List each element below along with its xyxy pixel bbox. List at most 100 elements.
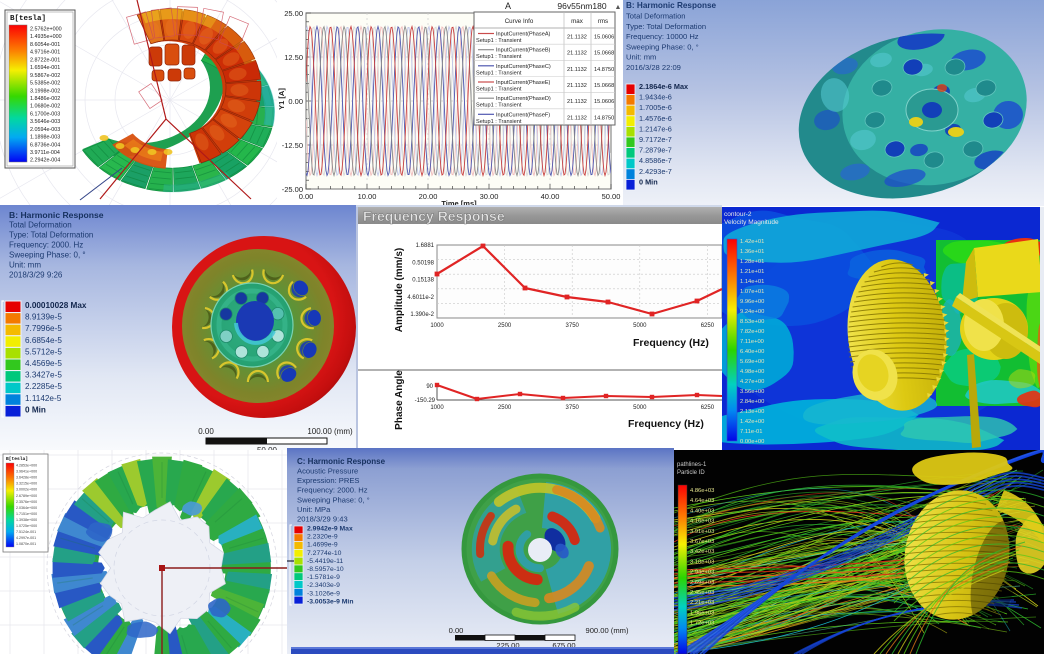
svg-text:5000: 5000 xyxy=(633,323,647,329)
svg-text:15.0606: 15.0606 xyxy=(594,35,614,41)
svg-text:Sweeping Phase: 0, °: Sweeping Phase: 0, ° xyxy=(297,495,370,504)
svg-text:3750: 3750 xyxy=(566,405,580,411)
svg-text:-25.00: -25.00 xyxy=(282,185,303,194)
svg-text:96v55nm180: 96v55nm180 xyxy=(557,1,606,11)
svg-text:0.00e+00: 0.00e+00 xyxy=(740,439,764,445)
svg-text:3.42e+03: 3.42e+03 xyxy=(690,549,714,555)
svg-text:Setup1 : Transient: Setup1 : Transient xyxy=(476,119,522,125)
svg-text:2.1864e-6 Max: 2.1864e-6 Max xyxy=(639,82,688,91)
svg-text:4.4569e-5: 4.4569e-5 xyxy=(25,359,62,368)
svg-text:6.40e+00: 6.40e+00 xyxy=(740,349,764,355)
svg-text:1.42e+00: 1.42e+00 xyxy=(740,419,764,425)
svg-text:Particle ID: Particle ID xyxy=(677,470,705,476)
svg-text:InputCurrent(PhaseC): InputCurrent(PhaseC) xyxy=(496,64,551,70)
svg-text:B[tesla]: B[tesla] xyxy=(6,456,28,462)
svg-text:7.7996e-5: 7.7996e-5 xyxy=(25,324,62,333)
svg-text:25.00: 25.00 xyxy=(284,9,303,18)
svg-text:6250: 6250 xyxy=(701,405,715,411)
svg-text:2.2320e-9: 2.2320e-9 xyxy=(307,534,338,541)
svg-text:1.7005e-6: 1.7005e-6 xyxy=(639,103,672,112)
svg-text:1.36e+01: 1.36e+01 xyxy=(740,249,764,255)
svg-text:4.8586e-7: 4.8586e-7 xyxy=(639,156,672,165)
svg-text:3.56e+00: 3.56e+00 xyxy=(740,389,764,395)
svg-text:Acoustic Pressure: Acoustic Pressure xyxy=(297,467,358,476)
svg-text:Unit: MPa: Unit: MPa xyxy=(297,505,331,514)
svg-text:2500: 2500 xyxy=(498,323,512,329)
svg-text:InputCurrent(PhaseD): InputCurrent(PhaseD) xyxy=(496,96,551,102)
svg-text:Frequency: 10000 Hz: Frequency: 10000 Hz xyxy=(626,32,699,41)
svg-text:4.64e+03: 4.64e+03 xyxy=(690,498,714,504)
svg-text:4.2997e-001: 4.2997e-001 xyxy=(16,536,36,540)
svg-text:1.4699e-9: 1.4699e-9 xyxy=(307,542,338,549)
svg-text:2.0594e-003: 2.0594e-003 xyxy=(30,127,60,133)
svg-text:7.11e+00: 7.11e+00 xyxy=(740,339,764,345)
svg-text:15.0606: 15.0606 xyxy=(594,99,614,105)
svg-text:5000: 5000 xyxy=(633,405,647,411)
svg-text:Time [ms]: Time [ms] xyxy=(441,199,477,205)
svg-text:2.13e+00: 2.13e+00 xyxy=(740,409,764,415)
svg-text:0.50198: 0.50198 xyxy=(412,260,434,266)
svg-text:1.2147e-6: 1.2147e-6 xyxy=(639,124,672,133)
svg-text:90: 90 xyxy=(426,384,433,390)
svg-text:Velocity Magnitude: Velocity Magnitude xyxy=(724,219,779,226)
svg-text:Unit: mm: Unit: mm xyxy=(9,261,41,270)
svg-text:3.3215e+000: 3.3215e+000 xyxy=(16,482,37,486)
svg-text:B[tesla]: B[tesla] xyxy=(10,15,46,23)
svg-text:4.2853e+000: 4.2853e+000 xyxy=(16,464,37,468)
svg-text:3.6428e+000: 3.6428e+000 xyxy=(16,476,37,480)
svg-text:▲: ▲ xyxy=(615,4,622,11)
svg-text:B: Harmonic Response: B: Harmonic Response xyxy=(626,1,717,10)
svg-text:0.00: 0.00 xyxy=(299,192,314,201)
svg-text:1.1898e-003: 1.1898e-003 xyxy=(30,135,60,141)
svg-text:-2.3403e-9: -2.3403e-9 xyxy=(307,582,340,589)
svg-text:1.4576e-6: 1.4576e-6 xyxy=(639,114,672,123)
svg-text:pathlines-1: pathlines-1 xyxy=(677,462,707,468)
svg-text:21.1132: 21.1132 xyxy=(567,83,587,89)
svg-text:1.0680e-002: 1.0680e-002 xyxy=(30,104,60,110)
svg-text:6.8736e-004: 6.8736e-004 xyxy=(30,142,60,148)
svg-text:4.40e+03: 4.40e+03 xyxy=(690,508,714,514)
svg-text:15.0668: 15.0668 xyxy=(594,83,614,89)
svg-text:7.82e+00: 7.82e+00 xyxy=(740,329,764,335)
svg-text:9.24e+00: 9.24e+00 xyxy=(740,309,764,315)
svg-text:1.14e+01: 1.14e+01 xyxy=(740,279,764,285)
svg-text:2.8722e-001: 2.8722e-001 xyxy=(30,57,60,63)
svg-text:14.8750: 14.8750 xyxy=(594,67,614,73)
svg-text:21.1132: 21.1132 xyxy=(567,51,587,57)
svg-text:5.69e+00: 5.69e+00 xyxy=(740,359,764,365)
svg-text:Unit: mm: Unit: mm xyxy=(626,53,656,62)
svg-text:3.9641e+000: 3.9641e+000 xyxy=(16,470,37,474)
svg-text:8.6054e-001: 8.6054e-001 xyxy=(30,42,60,48)
svg-text:5.5385e-002: 5.5385e-002 xyxy=(30,81,60,87)
svg-text:30.00: 30.00 xyxy=(480,192,499,201)
svg-text:8.53e+00: 8.53e+00 xyxy=(740,319,764,325)
svg-text:Sweeping Phase: 0, °: Sweeping Phase: 0, ° xyxy=(9,251,86,260)
svg-text:A: A xyxy=(505,1,511,11)
svg-text:2.69e+03: 2.69e+03 xyxy=(690,580,714,586)
svg-text:Frequency (Hz): Frequency (Hz) xyxy=(633,337,709,349)
svg-text:4.9716e-001: 4.9716e-001 xyxy=(30,50,60,56)
svg-text:Frequency (Hz): Frequency (Hz) xyxy=(628,418,704,430)
svg-text:2.4293e-7: 2.4293e-7 xyxy=(639,167,672,176)
svg-text:2.6789e+000: 2.6789e+000 xyxy=(16,494,37,498)
svg-text:0 Min: 0 Min xyxy=(25,405,46,414)
svg-text:14.8750: 14.8750 xyxy=(594,115,614,121)
svg-text:Total Deformation: Total Deformation xyxy=(9,221,72,230)
svg-text:9.7172e-7: 9.7172e-7 xyxy=(639,135,672,144)
svg-text:0.15138: 0.15138 xyxy=(412,278,434,284)
svg-text:Setup1 : Transient: Setup1 : Transient xyxy=(476,38,522,44)
svg-text:rms: rms xyxy=(598,18,608,25)
svg-text:1.9434e-6: 1.9434e-6 xyxy=(639,93,672,102)
svg-text:3.1998e-002: 3.1998e-002 xyxy=(30,88,60,94)
svg-text:6.1700e-003: 6.1700e-003 xyxy=(30,111,60,117)
svg-text:1.28e+01: 1.28e+01 xyxy=(740,259,764,265)
svg-text:2.9942e-9 Max: 2.9942e-9 Max xyxy=(307,526,353,533)
svg-text:2.94e+03: 2.94e+03 xyxy=(690,570,714,576)
svg-text:21.1132: 21.1132 xyxy=(567,67,587,73)
svg-text:Type: Total Deformation: Type: Total Deformation xyxy=(9,231,93,240)
svg-text:1.72e+03: 1.72e+03 xyxy=(690,621,714,627)
svg-text:1.0870e-001: 1.0870e-001 xyxy=(16,542,36,546)
svg-text:InputCurrent(PhaseF): InputCurrent(PhaseF) xyxy=(496,112,550,118)
svg-text:1.390e-2: 1.390e-2 xyxy=(410,312,434,318)
svg-text:contour-2: contour-2 xyxy=(724,211,752,218)
